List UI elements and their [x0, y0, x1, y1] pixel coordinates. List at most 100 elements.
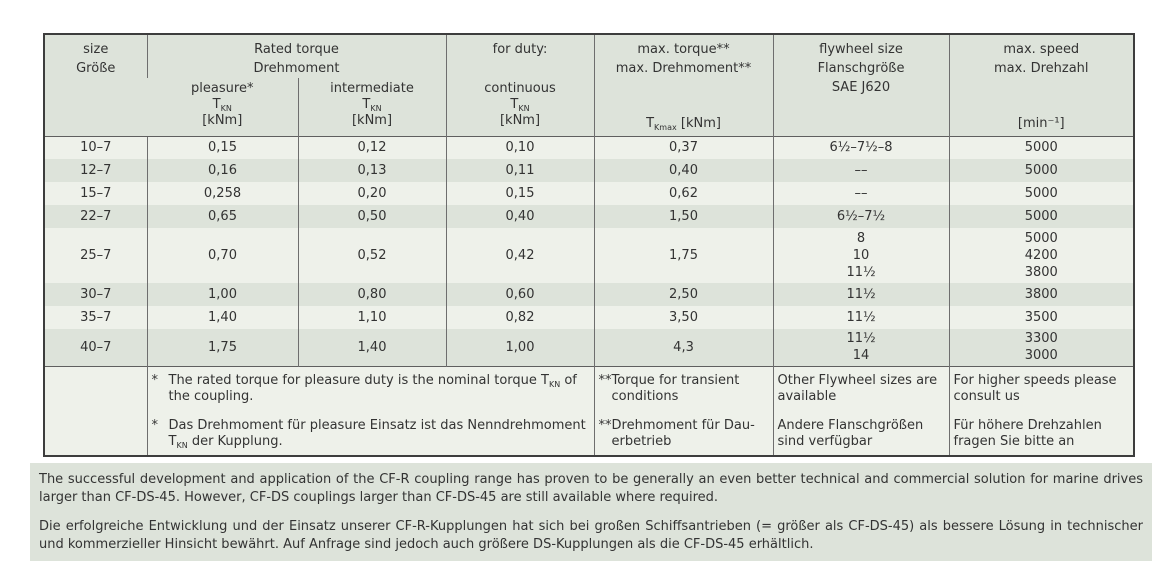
cell-size: 30–7	[44, 283, 147, 306]
cell-flywheel: 11½	[772, 306, 950, 329]
cell-size: 10–7	[44, 135, 147, 159]
coupling-spec-table: size Größe Rated torque Drehmoment for d…	[43, 33, 1136, 457]
header-tkmax-unit: TKmax [kNm]	[646, 116, 721, 132]
cell-size: 15–7	[44, 182, 147, 205]
cell-max-torque: 3,50	[593, 306, 774, 329]
cell-flywheel: ––	[772, 159, 950, 182]
header-flywheel-de: Flanschgröße	[817, 61, 905, 76]
cell-continuous: 1,00	[445, 329, 595, 366]
cell-size: 12–7	[44, 159, 147, 182]
cell-pleasure: 1,40	[146, 306, 298, 329]
cell-speed: 5000 4200 3800	[948, 228, 1135, 283]
footnotes-row: * The rated torque for pleasure duty is …	[44, 365, 1135, 456]
footnote-speed-de: Für höhere Drehzahlen fragen Sie bitte a…	[953, 417, 1102, 449]
table-row: 35–7 1,40 1,10 0,82 3,50 11½ 3500	[44, 306, 1135, 329]
footnote-rated-en: * The rated torque for pleasure duty is …	[151, 372, 577, 404]
cell-max-torque: 2,50	[593, 283, 774, 306]
cell-continuous: 0,15	[445, 182, 595, 205]
header-pleasure-unit: [kNm]	[202, 112, 243, 128]
header-flywheel-en: flywheel size	[819, 42, 903, 57]
table-row: 40–7 1,75 1,40 1,00 4,3 11½ 14 3300 3000	[44, 329, 1135, 366]
header-for-duty: for duty:	[445, 34, 595, 78]
cell-flywheel: ––	[772, 182, 950, 205]
cell-max-torque: 1,75	[593, 228, 774, 283]
table-body: 10–7 0,15 0,12 0,10 0,37 6½–7½–8 5000 12…	[44, 135, 1135, 456]
cell-max-torque: 0,62	[593, 182, 774, 205]
cell-flywheel: 11½ 14	[772, 329, 950, 366]
header-pleasure-symbol: TKN	[212, 96, 232, 113]
table-row: 12–7 0,16 0,13 0,11 0,40 –– 5000	[44, 159, 1135, 182]
footnote-speed: For higher speeds please consult us Für …	[948, 365, 1135, 456]
header-size: size Größe	[44, 34, 147, 136]
cell-pleasure: 0,70	[146, 228, 298, 283]
header-max-speed-de: max. Drehzahl	[993, 61, 1089, 76]
header-max-torque-en: max. torque**	[637, 42, 730, 57]
header-intermediate-unit: [kNm]	[351, 112, 393, 128]
footnote-torque-en: ** Torque for transient conditions	[598, 372, 740, 404]
header-flywheel: flywheel size Flanschgröße SAE J620	[772, 34, 950, 136]
header-pleasure: pleasure* TKN [kNm]	[147, 78, 298, 136]
table-header: size Größe Rated torque Drehmoment for d…	[44, 34, 1135, 136]
header-rated-torque-de: Drehmoment	[253, 61, 340, 76]
footnote-empty-cell	[44, 365, 147, 456]
table-row: 30–7 1,00 0,80 0,60 2,50 11½ 3800	[44, 283, 1135, 306]
cell-speed: 3800	[948, 283, 1135, 306]
footnote-flywheel-de: Andere Flanschgrößen sind verfügbar	[777, 417, 924, 449]
header-rated-torque-en: Rated torque	[254, 42, 339, 57]
cell-intermediate: 0,50	[297, 205, 447, 228]
cell-size: 40–7	[44, 329, 147, 366]
header-intermediate-symbol: TKN	[362, 96, 382, 113]
header-continuous-label: continuous	[484, 80, 556, 96]
cell-continuous: 0,82	[445, 306, 595, 329]
header-speed-unit: [min⁻¹]	[1017, 116, 1065, 131]
header-max-torque-de: max. Drehmoment**	[615, 61, 752, 76]
cell-pleasure: 1,00	[146, 283, 298, 306]
cell-continuous: 0,42	[445, 228, 595, 283]
cell-intermediate: 0,13	[297, 159, 447, 182]
cell-max-torque: 0,40	[593, 159, 774, 182]
footnote-torque-de: ** Drehmoment für Dau- erbetrieb	[598, 417, 755, 449]
cell-size: 25–7	[44, 228, 147, 283]
cell-pleasure: 0,15	[146, 135, 298, 159]
table-row: 10–7 0,15 0,12 0,10 0,37 6½–7½–8 5000	[44, 135, 1135, 159]
cell-speed: 5000	[948, 205, 1135, 228]
cell-speed: 3300 3000	[948, 329, 1135, 366]
footnote-rated-de: * Das Drehmoment für pleasure Einsatz is…	[151, 417, 586, 450]
cell-pleasure: 1,75	[146, 329, 298, 366]
header-max-torque: max. torque** max. Drehmoment** TKmax [k…	[593, 34, 774, 136]
note-paragraph-en: The successful development and applicati…	[39, 472, 1143, 505]
cell-flywheel: 6½–7½	[772, 205, 950, 228]
header-row-sub: pleasure* TKN [kNm] intermediate TKN [kN…	[44, 78, 1134, 136]
table-row: 22–7 0,65 0,50 0,40 1,50 6½–7½ 5000	[44, 205, 1135, 228]
cell-intermediate: 0,52	[297, 228, 447, 283]
header-max-speed-en: max. speed	[1003, 42, 1080, 57]
cell-intermediate: 0,80	[297, 283, 447, 306]
note-paragraph-de: Die erfolgreiche Entwicklung und der Ein…	[39, 519, 1143, 552]
table-row: 15–7 0,258 0,20 0,15 0,62 –– 5000	[44, 182, 1135, 205]
header-row-top: size Größe Rated torque Drehmoment for d…	[44, 34, 1135, 136]
cell-speed: 5000	[948, 159, 1135, 182]
cell-size: 22–7	[44, 205, 147, 228]
footnote-flywheel-en: Other Flywheel sizes are available	[777, 372, 938, 404]
cell-continuous: 0,11	[445, 159, 595, 182]
header-size-en: size	[83, 42, 109, 57]
cell-speed: 5000	[948, 182, 1135, 205]
notes-block: The successful development and applicati…	[30, 463, 1152, 561]
cell-flywheel: 11½	[772, 283, 950, 306]
cell-speed: 5000	[948, 135, 1135, 159]
cell-size: 35–7	[44, 306, 147, 329]
cell-intermediate: 1,10	[297, 306, 447, 329]
cell-continuous: 0,40	[445, 205, 595, 228]
table-row: 25–7 0,70 0,52 0,42 1,75 8 10 11½ 5000 4…	[44, 228, 1135, 283]
cell-max-torque: 1,50	[593, 205, 774, 228]
cell-intermediate: 0,12	[297, 135, 447, 159]
footnote-rated-torque: * The rated torque for pleasure duty is …	[146, 365, 595, 456]
cell-flywheel: 8 10 11½	[772, 228, 950, 283]
header-continuous-symbol: TKN	[510, 96, 530, 113]
header-continuous-unit: [kNm]	[499, 112, 541, 128]
header-intermediate: intermediate TKN [kNm]	[297, 78, 447, 136]
footnote-flywheel: Other Flywheel sizes are available Ander…	[772, 365, 950, 456]
header-for-duty-label: for duty:	[492, 42, 548, 57]
cell-flywheel: 6½–7½–8	[772, 135, 950, 159]
cell-max-torque: 0,37	[593, 135, 774, 159]
